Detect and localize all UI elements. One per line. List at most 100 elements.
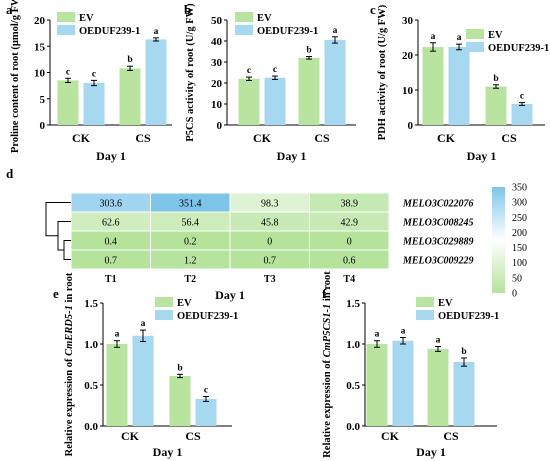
y-tick-label: 0.5 (84, 380, 98, 392)
heatmap-value: 0.2 (184, 237, 197, 248)
row-label-MELO3C008245: MELO3C008245 (402, 218, 474, 229)
panel-letter-b: b (184, 2, 191, 17)
heatmap-value: 0.7 (105, 256, 118, 267)
y-tick-label: 20 (402, 50, 414, 62)
x-category-label: CS (185, 429, 201, 443)
significance-letter: b (493, 74, 498, 84)
colorbar-tick-label: 150 (512, 243, 527, 254)
legend-label-EV: EV (438, 298, 453, 309)
bar-OEDUF239-1-CS (511, 104, 533, 125)
legend-swatch-OEDUF239-1 (57, 25, 75, 35)
significance-letter: b (306, 46, 311, 56)
x-category-label: CK (381, 429, 400, 443)
panel-e: e 0.0 0.5 1.0 1.5 Relative expression of CmER… (53, 272, 238, 459)
y-tick-label: 0.0 (84, 421, 98, 433)
significance-letter: a (436, 335, 441, 345)
bar-EV-CS (485, 86, 507, 125)
x-category-label: CK (72, 131, 91, 145)
significance-letter: a (333, 26, 338, 36)
y-tick-label: 15 (34, 41, 46, 53)
y-axis-label-part: Relative expression of (64, 356, 75, 456)
x-axis-label: Day 1 (153, 445, 183, 459)
colorbar-tick-label: 300 (512, 198, 527, 209)
y-axis-label: Relative expression of CmERD5-1 in root (64, 272, 75, 456)
x-axis-label: Day 1 (215, 288, 245, 302)
legend-label-EV: EV (177, 298, 192, 309)
dendrogram-branch (57, 221, 71, 251)
significance-letter: a (154, 27, 159, 37)
bar-OEDUF239-1-CS (145, 39, 167, 125)
legend-swatch-EV (416, 297, 434, 307)
column-label-T3: T3 (264, 274, 276, 285)
legend-label-OEDUF239-1: OEDUF239-1 (488, 43, 549, 54)
bar-OEDUF239-1-CS (453, 362, 475, 426)
panel-a: a 0 5 10 15 20 Proline content of root (μmol/g… (6, 0, 172, 163)
legend-label-OEDUF239-1: OEDUF239-1 (79, 26, 140, 37)
legend-swatch-EV (466, 29, 484, 39)
y-tick-label: 10 (211, 99, 223, 111)
bar-EV-CS (119, 68, 141, 125)
y-axis-label-gene: CmERD5-1 (64, 305, 75, 356)
legend-swatch-OEDUF239-1 (155, 310, 173, 320)
bar-OEDUF239-1-CK (132, 335, 154, 426)
colorbar-tick-label: 0 (512, 289, 517, 300)
significance-letter: a (431, 32, 436, 42)
legend-label-OEDUF239-1: OEDUF239-1 (438, 311, 499, 322)
y-tick-label: 1.5 (346, 298, 360, 310)
panel-d: d 303.6 351.4 98.3 38.9 MELO3C022076 62.6 56.4 4… (6, 166, 527, 302)
significance-letter: b (127, 55, 132, 65)
y-tick-label: 30 (211, 57, 223, 69)
heatmap-value: 351.4 (179, 199, 202, 210)
panel-letter-a: a (6, 2, 13, 17)
bar-EV-CK (366, 344, 388, 426)
y-tick-label: 50 (211, 15, 223, 27)
bar-OEDUF239-1-CS (324, 39, 346, 126)
row-label-MELO3C022076: MELO3C022076 (402, 199, 474, 210)
legend-swatch-OEDUF239-1 (416, 310, 434, 320)
row-label-MELO3C029889: MELO3C029889 (402, 237, 474, 248)
legend-swatch-EV (57, 12, 75, 22)
dendrogram (45, 202, 71, 260)
y-axis-label: P5CS activity of root (U/g FW) (185, 3, 196, 142)
panel-letter-c: c (370, 2, 376, 17)
significance-letter: a (375, 330, 380, 340)
y-axis-label: PDH activity of root (U/g FW) (377, 4, 388, 140)
significance-letter: a (401, 326, 406, 336)
colorbar-tick-label: 350 (512, 183, 527, 194)
heatmap-value: 0 (267, 237, 272, 248)
y-axis-label-gene: CmP5CS1-1 (322, 304, 333, 358)
significance-letter: c (273, 65, 277, 75)
legend-swatch-OEDUF239-1 (235, 25, 253, 35)
panel-letter-e: e (53, 286, 59, 301)
colorbar-tick-label: 250 (512, 213, 527, 224)
y-axis-label-part: in root (322, 271, 333, 304)
bar-EV-CS (427, 348, 449, 426)
significance-letter: c (204, 385, 208, 395)
bar-EV-CK (238, 78, 260, 125)
y-tick-label: 0 (408, 120, 414, 132)
significance-letter: a (457, 33, 462, 43)
column-label-T2: T2 (184, 274, 196, 285)
y-tick-label: 10 (402, 85, 414, 97)
y-tick-label: 1.0 (84, 339, 98, 351)
x-category-label: CS (135, 131, 151, 145)
x-axis-label: Day 1 (416, 445, 446, 459)
significance-letter: c (520, 92, 524, 102)
heatmap-value: 38.9 (341, 199, 359, 210)
row-label-MELO3C009229: MELO3C009229 (402, 256, 474, 267)
significance-letter: c (247, 66, 251, 76)
legend-label-OEDUF239-1: OEDUF239-1 (177, 311, 238, 322)
dendrogram-branch (45, 202, 71, 237)
heatmap-value: 1.2 (184, 256, 197, 267)
y-tick-label: 30 (402, 15, 414, 27)
x-category-label: CK (121, 429, 140, 443)
bar-OEDUF239-1-CK (448, 46, 470, 126)
x-axis-label: Day 1 (96, 149, 126, 163)
x-category-label: CS (443, 429, 459, 443)
x-category-label: CS (314, 131, 330, 145)
panel-b: b 0 10 20 30 40 50 P5CS activity of root (U/g F… (184, 2, 356, 163)
dendrogram-branch (63, 240, 71, 260)
colorbar (492, 187, 505, 293)
significance-letter: c (92, 69, 96, 79)
